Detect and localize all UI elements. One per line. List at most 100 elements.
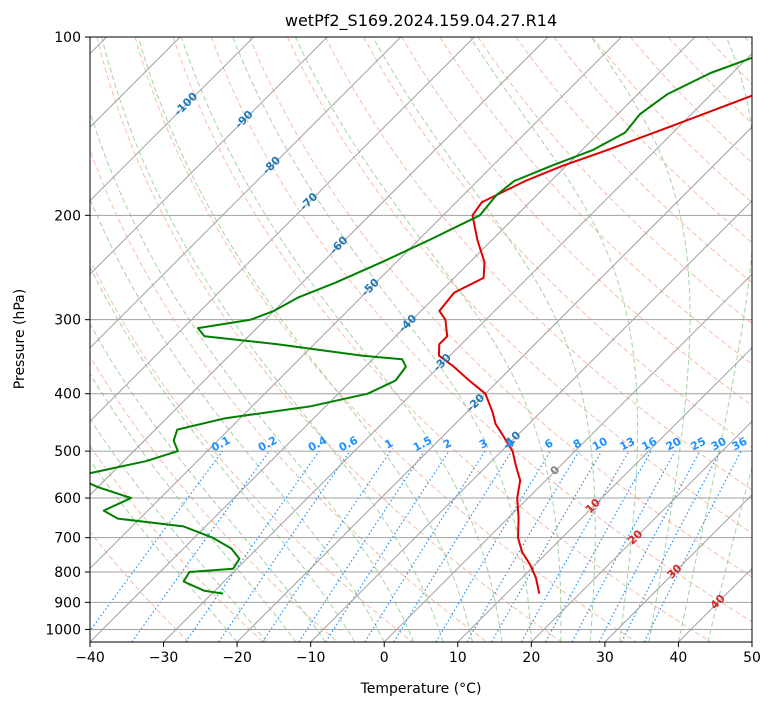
isotherm-label: 0	[548, 463, 563, 478]
mixing-ratio-line	[90, 450, 223, 632]
isotherm-line	[383, 273, 752, 642]
dewpoint-profile	[90, 56, 752, 595]
isotherm-line	[310, 199, 752, 642]
temperature-profile	[437, 94, 752, 594]
isotherm-line	[90, 37, 622, 570]
dry-adiabat	[210, 37, 752, 623]
x-tick-label: 40	[670, 650, 688, 666]
x-tick-label: 20	[522, 650, 540, 666]
y-tick-label: 600	[54, 491, 81, 507]
mixing-ratio-line	[643, 450, 742, 642]
mixing-ratio-line	[261, 450, 391, 642]
x-tick-label: −20	[222, 650, 252, 666]
moist-adiabat	[90, 459, 238, 642]
isotherm-line	[163, 52, 752, 642]
dry-adiabat	[629, 37, 752, 164]
isoline-labels: -100-90-80-70-60-50-40-30-20-10010203040…	[172, 90, 750, 612]
mixing-ratio-label: 25	[688, 435, 708, 454]
moist-adiabat	[180, 37, 503, 642]
isotherm-line	[90, 37, 696, 642]
isotherm-line	[90, 37, 549, 496]
dry-adiabat	[363, 37, 752, 449]
moist-adiabat	[590, 37, 691, 642]
isotherm-line	[90, 37, 475, 423]
mixing-ratio-label: 16	[640, 435, 660, 454]
x-axis-title: Temperature (°C)	[360, 681, 482, 697]
y-tick-label: 200	[54, 208, 81, 224]
mixing-ratio-line	[325, 450, 450, 642]
isotherm-line	[678, 567, 752, 642]
mixing-ratio-label: 3	[477, 436, 490, 451]
mixing-ratio-label: 10	[590, 435, 610, 454]
isotherm-line	[530, 420, 752, 642]
mixing-ratio-line	[598, 450, 701, 642]
dry-adiabat	[134, 37, 637, 642]
chart-title: wetPf2_S169.2024.159.04.27.R14	[285, 11, 557, 31]
moist-adiabat	[372, 37, 596, 642]
moist-adiabat	[101, 37, 444, 642]
x-tick-label: 30	[596, 650, 614, 666]
x-tick-label: 10	[449, 650, 467, 666]
mixing-ratio-line	[545, 450, 652, 642]
isotherm-line	[236, 126, 752, 642]
isotherm-line	[751, 641, 752, 642]
x-tick-label: 0	[380, 650, 389, 666]
y-tick-label: 400	[54, 387, 81, 403]
mixing-ratio-line	[131, 450, 270, 642]
dry-adiabat	[90, 531, 190, 642]
y-axis-title: Pressure (hPa)	[12, 289, 28, 389]
dry-adiabat	[744, 37, 752, 46]
mixing-ratio-label: 2	[441, 436, 454, 451]
moist-adiabat	[295, 37, 562, 642]
y-tick-label: 300	[54, 313, 81, 329]
profile-lines	[90, 56, 752, 595]
background-lines	[90, 37, 752, 642]
dry-adiabat	[515, 37, 752, 284]
isotherm-label: -60	[327, 233, 350, 256]
isotherm-line	[90, 37, 255, 202]
moist-adiabat	[90, 197, 385, 642]
mixing-ratio-label: 30	[709, 435, 729, 454]
plot-frame	[89, 36, 753, 643]
moist-adiabat	[232, 37, 532, 642]
isotherm-line	[604, 494, 752, 642]
isotherm-line	[90, 37, 328, 275]
x-tick-label: 50	[743, 650, 761, 666]
dry-adiabat	[591, 37, 752, 204]
y-axis: 100 200 300 400 500 600 700 800 900 1000	[45, 30, 90, 638]
y-tick-label: 100	[54, 30, 81, 46]
isotherm-line	[90, 37, 402, 349]
moist-adiabat	[707, 465, 752, 642]
isotherm-label: 40	[708, 592, 728, 612]
isotherm-label: -70	[297, 190, 320, 213]
dry-adiabat	[90, 258, 413, 642]
y-tick-label: 1000	[45, 622, 81, 638]
mixing-ratio-line	[218, 450, 351, 642]
isotherm-label: 10	[583, 496, 603, 516]
dry-adiabat	[401, 37, 752, 407]
mixing-ratio-line	[435, 450, 552, 642]
moist-adiabat	[90, 322, 326, 642]
dry-adiabat	[477, 37, 752, 324]
y-tick-label: 900	[54, 595, 81, 611]
moist-adiabat	[90, 265, 356, 642]
dry-adiabat	[172, 37, 712, 642]
grid-lines	[90, 37, 752, 642]
mixing-ratio-line	[185, 450, 320, 642]
moist-adiabat	[469, 37, 639, 642]
dry-adiabat	[439, 37, 752, 365]
moist-adiabat	[677, 37, 752, 642]
x-tick-label: −40	[75, 650, 105, 666]
isotherm-label: -80	[260, 154, 283, 177]
mixing-ratio-label: 13	[618, 435, 638, 454]
mixing-ratio-line	[393, 450, 513, 642]
mixing-ratio-label: 20	[664, 435, 684, 454]
dry-adiabat	[90, 445, 264, 642]
mixing-ratio-line	[520, 450, 630, 642]
mixing-ratio-line	[571, 450, 676, 642]
x-tick-label: −30	[149, 650, 179, 666]
dry-adiabat	[248, 37, 752, 578]
moist-adiabat	[137, 37, 473, 642]
y-tick-label: 500	[54, 444, 81, 460]
